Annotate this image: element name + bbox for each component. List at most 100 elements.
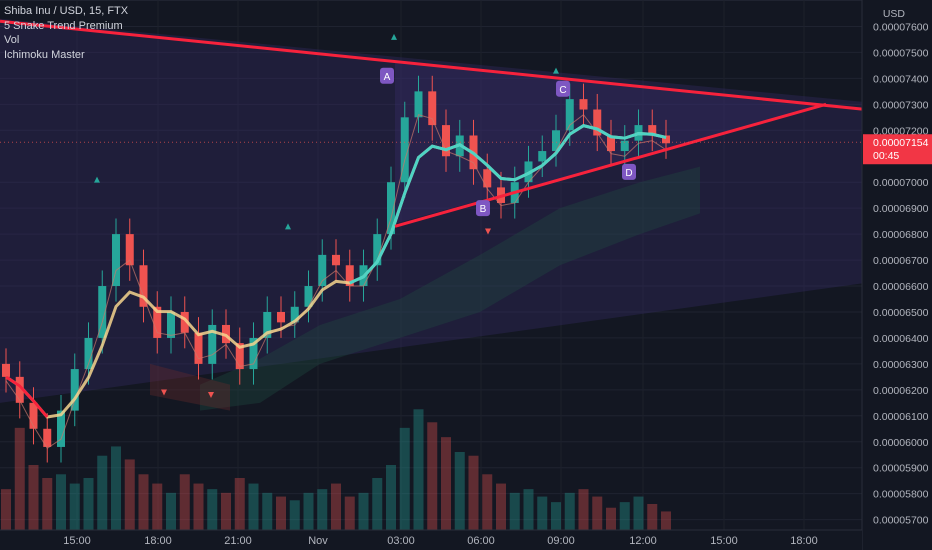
x-tick-label: 15:00 [710, 535, 738, 547]
price-tag-value: 0.00007154 [873, 137, 929, 149]
x-tick-label: 18:00 [144, 535, 172, 547]
volume-bar [248, 483, 259, 530]
candle-body [235, 343, 244, 370]
volume-bar [468, 455, 479, 530]
candle-body [593, 109, 602, 136]
volume-bar [523, 489, 534, 530]
volume-bar [509, 492, 520, 530]
y-tick-label: 0.00006500 [873, 307, 929, 319]
pattern-shade-wide [0, 18, 862, 403]
volume-bar [28, 465, 39, 530]
candle-body [70, 369, 79, 411]
candle-body [2, 363, 10, 377]
volume-bar [454, 452, 465, 530]
x-tick-label: Nov [308, 535, 328, 547]
volume-bar [592, 496, 603, 530]
legend-symbol[interactable]: Shiba Inu / USD, 15, FTX [4, 5, 129, 17]
candle-body [153, 306, 162, 338]
volume-bar [124, 459, 135, 530]
snake-trend-line-down [5, 375, 49, 419]
candle-body [139, 265, 148, 307]
volume-bar [441, 437, 451, 530]
legend-indicator-vol[interactable]: Vol [4, 34, 20, 46]
volume-bar [207, 489, 218, 530]
volume-bar [399, 427, 410, 530]
volume-bar [69, 483, 80, 530]
legend-indicator-snake[interactable]: 5 Snake Trend Premium [4, 19, 123, 32]
volume-bar [152, 483, 163, 530]
x-tick-label: 21:00 [224, 535, 252, 547]
volume-bar [193, 483, 204, 530]
volume-bar [344, 496, 355, 530]
y-tick-label: 0.00006100 [873, 411, 929, 423]
candle-body [483, 169, 492, 188]
volume-bar [606, 507, 616, 530]
volume-bar [427, 422, 438, 530]
candle-body [620, 140, 629, 152]
volume-bar [537, 496, 548, 530]
volume-bar [97, 455, 108, 530]
candle-body [607, 135, 615, 152]
candle-body [400, 117, 409, 183]
candle-body [318, 254, 327, 287]
x-axis-panel [0, 530, 862, 550]
x-tick-label: 03:00 [387, 535, 415, 547]
pattern-label-d: D [625, 168, 632, 179]
candle-body [538, 151, 547, 162]
y-tick-label: 0.00005700 [873, 515, 929, 527]
candle-body [29, 402, 38, 429]
volume-bar [1, 489, 11, 530]
pattern-label-c: C [559, 85, 566, 96]
volume-bar [633, 496, 644, 530]
volume-bar [56, 474, 66, 530]
candle-body [565, 99, 574, 131]
volume-bar [111, 446, 121, 530]
x-tick-label: 15:00 [63, 535, 91, 547]
volume-bar [619, 502, 630, 530]
x-tick-label: 18:00 [790, 535, 818, 547]
x-tick-label: 06:00 [467, 535, 495, 547]
candle-body [373, 234, 382, 266]
y-tick-label: 0.00006300 [873, 359, 929, 371]
y-tick-label: 0.00006200 [873, 385, 929, 397]
candle-body [194, 332, 203, 364]
volume-bar [482, 474, 493, 530]
volume-bar [276, 496, 286, 530]
candle-body [180, 311, 189, 333]
pattern-label-a: A [384, 72, 391, 83]
candle-body [167, 311, 175, 338]
candle-body [98, 286, 107, 338]
pattern-marker-b [476, 200, 490, 217]
volume-bar [647, 504, 658, 530]
legend-indicator-ichimoku[interactable]: Ichimoku Master [4, 48, 85, 61]
volume-bar [331, 483, 341, 530]
chart-legend: Shiba Inu / USD, 15, FTX 5 Snake Trend P… [4, 4, 128, 62]
x-tick-label: 12:00 [629, 535, 657, 547]
y-tick-label: 0.00007400 [873, 73, 929, 85]
upper-trendline [0, 19, 867, 112]
candle-body [208, 324, 217, 364]
candle-body [662, 135, 670, 144]
sell-signal-arrow [485, 228, 491, 235]
candle-body [552, 130, 560, 152]
pattern-marker-a [380, 67, 394, 84]
y-tick-label: 0.00005800 [873, 489, 929, 501]
y-tick-label: 0.00007300 [873, 99, 929, 111]
lower-trendline [394, 102, 827, 228]
candle-body [387, 182, 395, 235]
ichimoku-cloud [200, 166, 700, 411]
y-tick-label: 0.00006600 [873, 281, 929, 293]
buy-signal-arrow [285, 223, 291, 230]
candle-body [304, 286, 313, 307]
y-axis-panel [862, 0, 932, 550]
volume-bar [496, 483, 506, 530]
price-tag-countdown: 00:45 [873, 150, 899, 162]
volume-bar [289, 500, 300, 530]
volume-bar [14, 427, 25, 530]
y-tick-label: 0.00007000 [873, 177, 929, 189]
y-tick-label: 0.00006400 [873, 333, 929, 345]
y-tick-label: 0.00005900 [873, 463, 929, 475]
x-tick-label: 09:00 [547, 535, 575, 547]
